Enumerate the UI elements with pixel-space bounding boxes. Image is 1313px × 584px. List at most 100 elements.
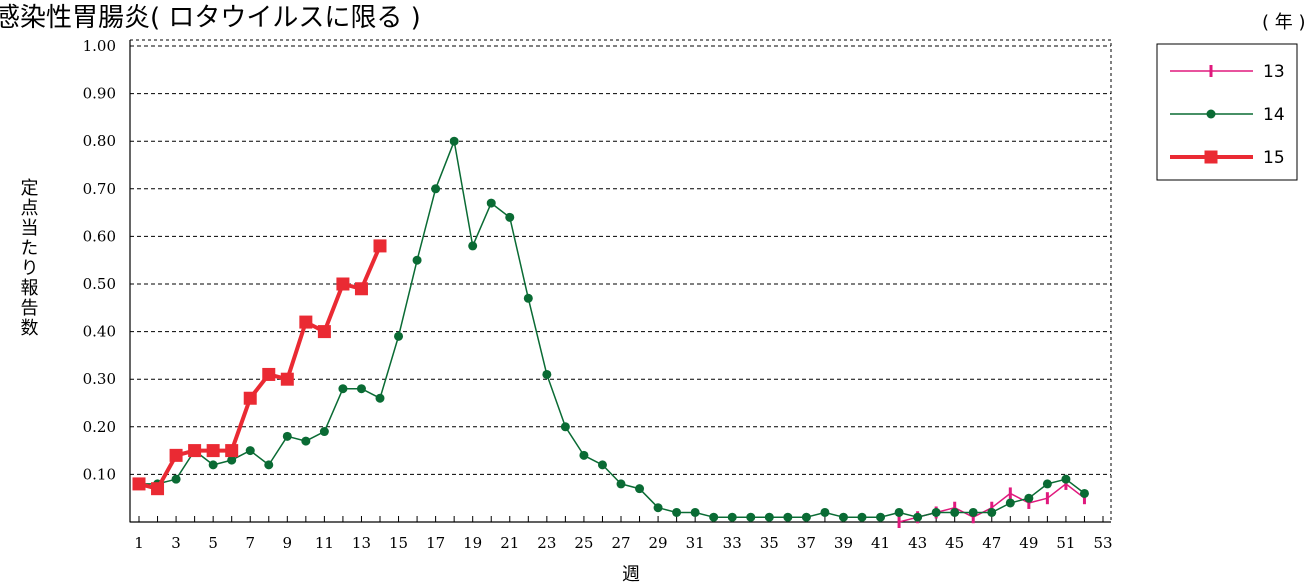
legend: 13 14 15	[1156, 43, 1298, 181]
y-axis-label: 定点当たり報告数	[18, 178, 39, 338]
y-tick-label: 0.60	[83, 227, 116, 245]
x-tick-label: 19	[463, 534, 482, 552]
x-tick-label: 25	[574, 534, 593, 552]
data-point-circle	[338, 384, 348, 394]
x-tick-label: 41	[871, 534, 890, 552]
data-point-circle	[468, 241, 478, 251]
data-point-circle	[412, 255, 422, 265]
data-point-circle	[1024, 493, 1034, 503]
data-point-circle	[894, 507, 904, 517]
y-tick-label: 0.90	[83, 85, 116, 103]
x-tick-label: 9	[283, 534, 293, 552]
data-point-circle	[1079, 488, 1089, 498]
plot-area	[129, 39, 1112, 523]
x-tick-label: 43	[908, 534, 927, 552]
series-line-14	[139, 140, 1085, 518]
data-point-circle	[709, 512, 719, 522]
data-point-circle	[523, 293, 533, 303]
x-tick-label: 27	[611, 534, 630, 552]
x-tick-label: 23	[537, 534, 556, 552]
series-15	[132, 239, 387, 496]
x-tick-label: 13	[352, 534, 371, 552]
data-point-circle	[913, 512, 923, 522]
data-point-circle	[394, 331, 404, 341]
x-tick-label: 31	[686, 534, 705, 552]
data-point-circle	[672, 507, 682, 517]
legend-label: 14	[1263, 105, 1285, 125]
x-axis-label: 週	[622, 564, 640, 584]
data-point-circle	[876, 512, 886, 522]
series-14	[134, 136, 1089, 522]
data-point-square	[299, 315, 313, 329]
data-point-circle	[950, 507, 960, 517]
data-point-circle	[820, 507, 830, 517]
data-point-circle	[746, 512, 756, 522]
y-tick-label: 0.30	[83, 370, 116, 388]
data-point-circle	[931, 507, 941, 517]
data-point-square	[373, 239, 387, 253]
x-tick-label: 33	[723, 534, 742, 552]
y-tick-label: 0.80	[83, 132, 116, 150]
data-point-square	[1204, 150, 1218, 164]
data-point-circle	[245, 446, 255, 456]
data-point-circle	[449, 136, 459, 146]
data-point-circle	[171, 474, 181, 484]
x-tick-label: 37	[797, 534, 816, 552]
y-tick-label: 0.40	[83, 323, 116, 341]
x-tick-label: 29	[649, 534, 668, 552]
data-point-circle	[783, 512, 793, 522]
data-point-circle	[838, 512, 848, 522]
data-point-circle	[486, 198, 496, 208]
data-point-circle	[653, 503, 663, 513]
y-tick-label: 0.20	[83, 418, 116, 436]
x-tick-label: 51	[1056, 534, 1075, 552]
gridlines	[129, 40, 1111, 523]
legend-item-15: 15	[1170, 148, 1285, 168]
legend-label: 15	[1263, 148, 1285, 168]
x-tick-label: 45	[945, 534, 964, 552]
data-point-circle	[208, 460, 218, 470]
data-point-circle	[1061, 474, 1071, 484]
y-tick-label: 1.00	[83, 37, 116, 55]
x-tick-label: 11	[315, 534, 334, 552]
data-point-circle	[319, 427, 329, 437]
legend-item-13: 13	[1170, 62, 1285, 82]
data-point-square	[280, 372, 294, 386]
data-point-circle	[764, 512, 774, 522]
x-axis-ticks: 1 3 5 7 9 11 13 15 17 19 21 23 25 27 29 31 33 35 37 39 41 43 4…	[134, 516, 1113, 552]
x-tick-label: 1	[134, 534, 144, 552]
data-point-square	[188, 444, 202, 458]
data-point-circle	[264, 460, 274, 470]
data-point-circle	[597, 460, 607, 470]
series-lines	[132, 136, 1089, 528]
data-point-circle	[857, 512, 867, 522]
x-tick-label: 53	[1093, 534, 1112, 552]
data-point-circle	[1206, 109, 1216, 119]
data-point-circle	[505, 212, 515, 222]
data-point-circle	[227, 455, 237, 465]
data-point-square	[336, 277, 350, 291]
x-tick-label: 35	[760, 534, 779, 552]
data-point-circle	[282, 431, 292, 441]
chart-title: 感染性胃腸炎( ロタウイルスに限る )	[0, 3, 421, 33]
data-point-circle	[801, 512, 811, 522]
legend-label: 13	[1263, 62, 1285, 82]
data-point-circle	[635, 484, 645, 494]
x-tick-label: 47	[982, 534, 1001, 552]
x-tick-label: 3	[171, 534, 181, 552]
x-tick-label: 49	[1019, 534, 1038, 552]
data-point-circle	[616, 479, 626, 489]
data-point-square	[225, 444, 239, 458]
data-point-circle	[301, 436, 311, 446]
x-tick-label: 21	[500, 534, 519, 552]
data-point-circle	[727, 512, 737, 522]
data-point-circle	[560, 422, 570, 432]
data-point-square	[262, 367, 276, 381]
data-point-square	[317, 325, 331, 339]
data-point-square	[206, 444, 220, 458]
data-point-circle	[579, 450, 589, 460]
y-axis-ticks: 0.10 0.20 0.30 0.40 0.50 0.60 0.70 0.80 0.90 1.00	[83, 37, 116, 483]
y-tick-label: 0.10	[83, 465, 116, 483]
data-point-circle	[690, 507, 700, 517]
x-tick-label: 15	[389, 534, 408, 552]
